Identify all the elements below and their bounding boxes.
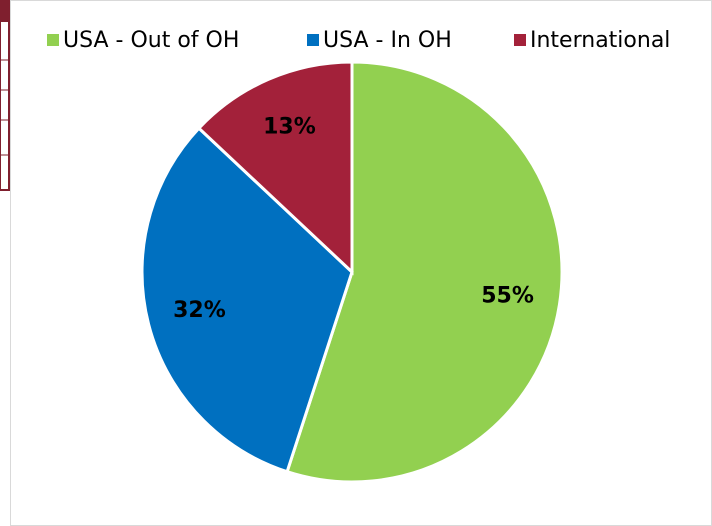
- data-label: 13%: [263, 114, 316, 139]
- legend-label: USA - Out of OH: [63, 28, 239, 53]
- pie-slice: [140, 126, 354, 474]
- data-label: 32%: [173, 298, 226, 323]
- legend-swatch: [514, 34, 526, 46]
- legend-label: USA - In OH: [323, 28, 452, 53]
- legend-label: International: [530, 28, 670, 53]
- pie-slice: [196, 60, 354, 276]
- data-label: 55%: [481, 284, 534, 309]
- pie-slice: [285, 60, 564, 484]
- table-fragment: [0, 0, 10, 191]
- legend-swatch: [47, 34, 59, 46]
- legend-swatch: [307, 34, 319, 46]
